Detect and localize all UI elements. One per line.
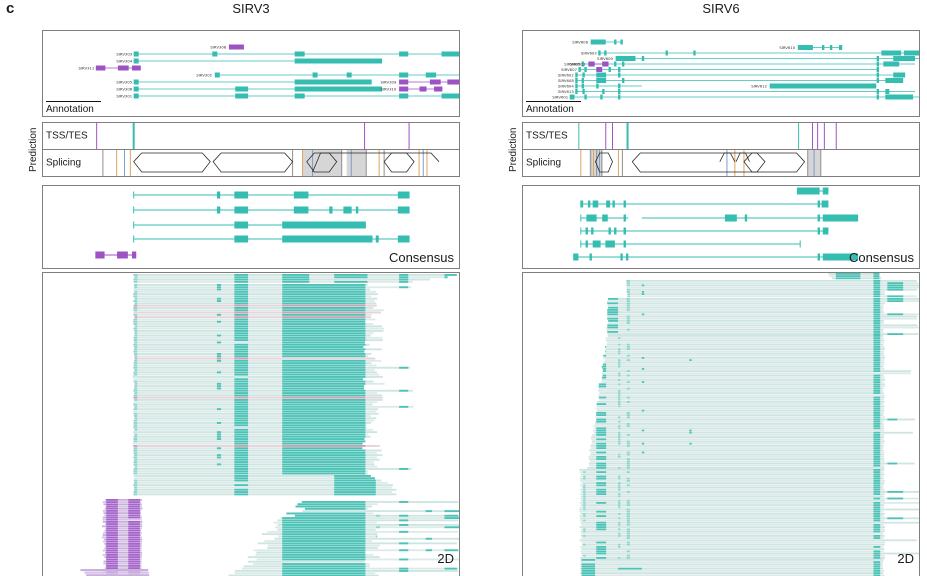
prediction-track-group: TSS/TES Splicing [522, 122, 920, 177]
annotation-track: SIRV606 SIRV610 SIRV603 SIRV609 SIRV605 SIRV6… [522, 30, 920, 117]
svg-text:SIRV309: SIRV309 [381, 79, 397, 84]
tss-tes-lines-svg [96, 123, 410, 149]
svg-text:SIRV302: SIRV302 [196, 72, 212, 77]
svg-text:SIRV601: SIRV601 [552, 94, 568, 99]
annotation-label: Annotation [526, 104, 574, 115]
tss-tes-lines-svg [578, 123, 837, 149]
svg-text:SIRV605: SIRV605 [564, 61, 580, 66]
svg-text:SIRV611: SIRV611 [570, 61, 586, 66]
reads-pileup-svg [579, 273, 919, 576]
tss-tes-track: TSS/TES [43, 123, 459, 149]
tss-tes-label: TSS/TES [46, 130, 88, 142]
splicing-junctions-svg [102, 150, 440, 176]
svg-text:SIRV604: SIRV604 [558, 83, 574, 88]
svg-text:SIRV607: SIRV607 [561, 67, 577, 72]
annotation-track: SIRV308 SIRV303 SIRV304 SIRV311 SIRV302 SIRV3… [42, 30, 460, 117]
splicing-label: Splicing [46, 157, 82, 169]
prediction-axis-label: Prediction [28, 127, 39, 172]
splicing-label: Splicing [526, 157, 562, 169]
reads-2d-label: 2D [437, 551, 454, 566]
svg-text:SIRV310: SIRV310 [381, 86, 397, 91]
page-title: SIRV6 [702, 1, 740, 16]
prediction-axis-label: Prediction [508, 127, 519, 172]
annotation-transcripts-svg: SIRV606SIRV610SIRV603SIRV609SIRV605SIRV6… [552, 39, 919, 100]
panel-letter: c [6, 0, 15, 17]
reads-pileup-svg [80, 274, 459, 576]
svg-text:SIRV609: SIRV609 [597, 56, 613, 61]
splicing-track: Splicing [43, 149, 459, 176]
svg-text:SIRV612: SIRV612 [751, 83, 767, 88]
page-title: SIRV3 [232, 1, 270, 16]
reads-2d-label: 2D [897, 551, 914, 566]
reads-2d-track: 2D [522, 272, 920, 576]
annotation-transcripts-svg: SIRV308 SIRV303 SIRV304 SIRV311 SIRV302 SIRV3… [79, 44, 459, 99]
svg-text:SIRV603: SIRV603 [581, 50, 597, 55]
consensus-transcripts-svg [573, 187, 859, 261]
splicing-track: Splicing [523, 149, 919, 176]
panel-sirv6: SIRV6 Prediction SIRV606 SIRV610 SIRV603 SI… [508, 0, 920, 576]
svg-text:SIRV311: SIRV311 [79, 65, 95, 70]
consensus-transcripts-svg [95, 191, 410, 259]
svg-text:SIRV305: SIRV305 [116, 79, 132, 84]
panel-sirv3: SIRV3 Prediction SIRV308 SIRV303 SIRV304 SI… [28, 0, 460, 576]
svg-text:SIRV610: SIRV610 [779, 45, 795, 50]
consensus-label: Consensus [848, 250, 914, 265]
scale-bar [46, 100, 101, 102]
svg-text:SIRV306: SIRV306 [116, 86, 132, 91]
svg-text:SIRV613: SIRV613 [558, 89, 574, 94]
prediction-track-group: TSS/TES Splicing [42, 122, 460, 177]
tss-tes-track: TSS/TES [523, 123, 919, 149]
svg-text:SIRV301: SIRV301 [116, 93, 132, 98]
svg-text:SIRV602: SIRV602 [558, 72, 574, 77]
consensus-track: Consensus [522, 185, 920, 269]
svg-text:SIRV606: SIRV606 [572, 39, 588, 44]
consensus-track: Consensus [42, 185, 460, 269]
splicing-junctions-svg [580, 150, 822, 176]
reads-2d-track: 2D [42, 272, 460, 576]
annotation-label: Annotation [46, 104, 94, 115]
consensus-label: Consensus [388, 250, 454, 265]
svg-text:SIRV608: SIRV608 [558, 78, 574, 83]
tss-tes-label: TSS/TES [526, 130, 568, 142]
scale-bar [526, 100, 581, 102]
svg-text:SIRV304: SIRV304 [116, 58, 132, 63]
svg-text:SIRV308: SIRV308 [210, 44, 226, 49]
svg-text:SIRV303: SIRV303 [116, 51, 132, 56]
